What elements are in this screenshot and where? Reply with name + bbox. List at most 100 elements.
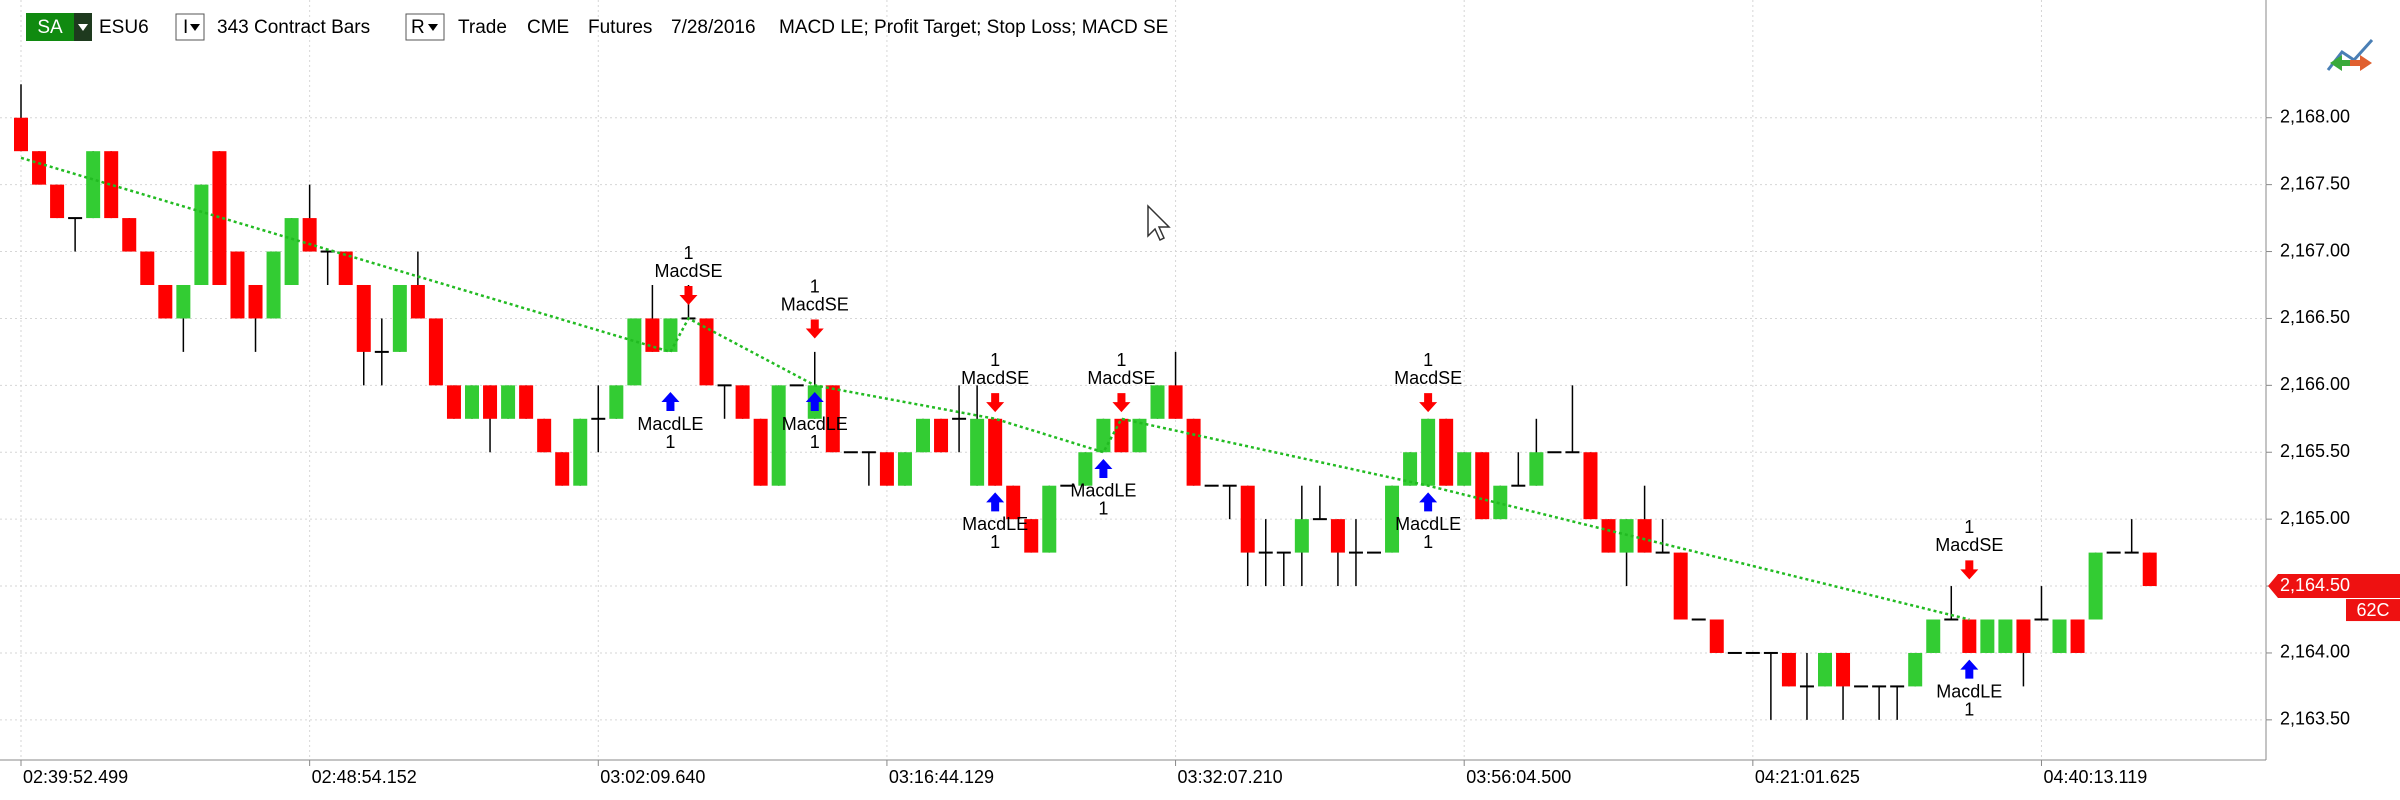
- y-tick-label: 2,167.00: [2280, 240, 2350, 260]
- x-tick-label: 03:16:44.129: [889, 767, 994, 787]
- candle-body: [627, 318, 642, 386]
- candle-body: [1962, 619, 1977, 653]
- short-arrow: [1112, 393, 1131, 413]
- range-dropdown[interactable]: [405, 13, 445, 41]
- icon-arrow-left: [2330, 55, 2352, 71]
- candle-body: [735, 385, 750, 419]
- x-tick-label: 04:40:13.119: [2043, 767, 2147, 787]
- signal-qty: 1: [1423, 532, 1433, 552]
- toolbar: SA ESU6 I 343 Contract Bars R Trade CME …: [26, 13, 1168, 41]
- dropdown-arrow: [78, 24, 88, 31]
- candle-body: [934, 418, 949, 453]
- signal-label: MacdSE: [654, 261, 722, 281]
- candle-body: [1330, 519, 1345, 553]
- candle-body: [1529, 452, 1544, 486]
- x-tick-label: 03:02:09.640: [600, 767, 705, 787]
- y-tick-label: 2,166.00: [2280, 374, 2350, 394]
- candle-body: [771, 385, 786, 486]
- mouse-cursor: [1147, 204, 1171, 242]
- y-tick-label: 2,164.00: [2280, 642, 2350, 662]
- candle-body: [483, 385, 498, 419]
- short-arrow: [1960, 560, 1979, 580]
- signal-label: MacdSE: [1394, 368, 1462, 388]
- candle-body: [465, 385, 479, 419]
- trade-line: [20, 156, 1970, 621]
- signal-qty: 1: [665, 432, 675, 452]
- short-arrow: [805, 319, 824, 339]
- x-tick-label: 02:48:54.152: [312, 767, 417, 787]
- dropdown-arrow: [190, 24, 200, 31]
- candle-body: [970, 418, 985, 486]
- candle-body: [537, 418, 552, 453]
- candle-body: [1078, 452, 1093, 486]
- candle-body: [1042, 485, 1057, 553]
- long-arrow: [1960, 659, 1979, 679]
- candle-body: [1980, 619, 1995, 653]
- candle-body: [2070, 619, 2085, 653]
- candle-body: [194, 184, 209, 285]
- candle-body: [1421, 418, 1436, 486]
- candle-body: [555, 452, 570, 486]
- candle-body: [1457, 452, 1472, 486]
- candle-body: [1385, 485, 1400, 553]
- candle-body: [1998, 619, 2013, 653]
- candle-body: [1637, 519, 1652, 553]
- candle-body: [1024, 519, 1039, 553]
- candle-body: [1475, 452, 1490, 520]
- candle-body: [266, 251, 281, 319]
- candle-body: [2052, 619, 2067, 653]
- candle-body: [284, 218, 299, 285]
- candle-body: [86, 151, 101, 219]
- signal-qty: 1: [990, 350, 1000, 370]
- signal-label: MacdSE: [961, 368, 1029, 388]
- candle-body: [1493, 485, 1508, 520]
- signal-qty: 1: [1964, 699, 1974, 719]
- candle-body: [879, 452, 894, 486]
- signal-qty: 1: [990, 532, 1000, 552]
- long-arrow: [986, 492, 1005, 512]
- candle-body: [663, 318, 678, 352]
- long-arrow: [661, 392, 680, 412]
- candle-body: [158, 284, 173, 319]
- chart-icon[interactable]: [2326, 38, 2374, 71]
- y-tick-label: 2,166.50: [2280, 307, 2350, 327]
- candle-body: [1186, 418, 1201, 486]
- candle-body: [212, 151, 227, 285]
- candle-body: [501, 385, 516, 419]
- plot: MacdSE1MacdSE1MacdSE1MacdSE1MacdSE1MacdS…: [14, 84, 2157, 720]
- candle-body: [916, 418, 930, 453]
- market: Futures: [588, 17, 652, 38]
- candle-body: [825, 385, 840, 453]
- signal-qty: 1: [1964, 517, 1974, 537]
- data-type: Trade: [458, 17, 507, 38]
- candle-body: [302, 218, 317, 252]
- candle-body: [1096, 418, 1111, 453]
- long-arrow: [1094, 458, 1113, 478]
- candle-body: [1132, 418, 1147, 453]
- candle-body: [1240, 485, 1255, 553]
- candle-body: [645, 318, 660, 352]
- x-tick-label: 04:21:01.625: [1755, 767, 1860, 787]
- exchange: CME: [527, 17, 569, 38]
- signal-label: MacdLE: [1070, 481, 1136, 501]
- candle-body: [1926, 619, 1941, 653]
- candle-body: [428, 318, 443, 386]
- short-arrow: [1419, 393, 1438, 413]
- interval-dropdown[interactable]: [175, 13, 205, 41]
- candle-body: [753, 418, 768, 486]
- signal-label: MacdSE: [781, 294, 849, 314]
- y-tick-label: 2,165.50: [2280, 441, 2350, 461]
- icon-arrow-right: [2350, 55, 2372, 71]
- signal-label: MacdSE: [1087, 368, 1155, 388]
- date: 7/28/2016: [671, 17, 756, 38]
- candle-body: [14, 117, 28, 152]
- candle-body: [573, 418, 588, 486]
- candle-body: [1294, 519, 1309, 553]
- account-box[interactable]: [26, 13, 74, 41]
- candle-body: [356, 284, 371, 352]
- y-tick-label: 2,165.00: [2280, 508, 2350, 528]
- signal-qty: 1: [1423, 350, 1433, 370]
